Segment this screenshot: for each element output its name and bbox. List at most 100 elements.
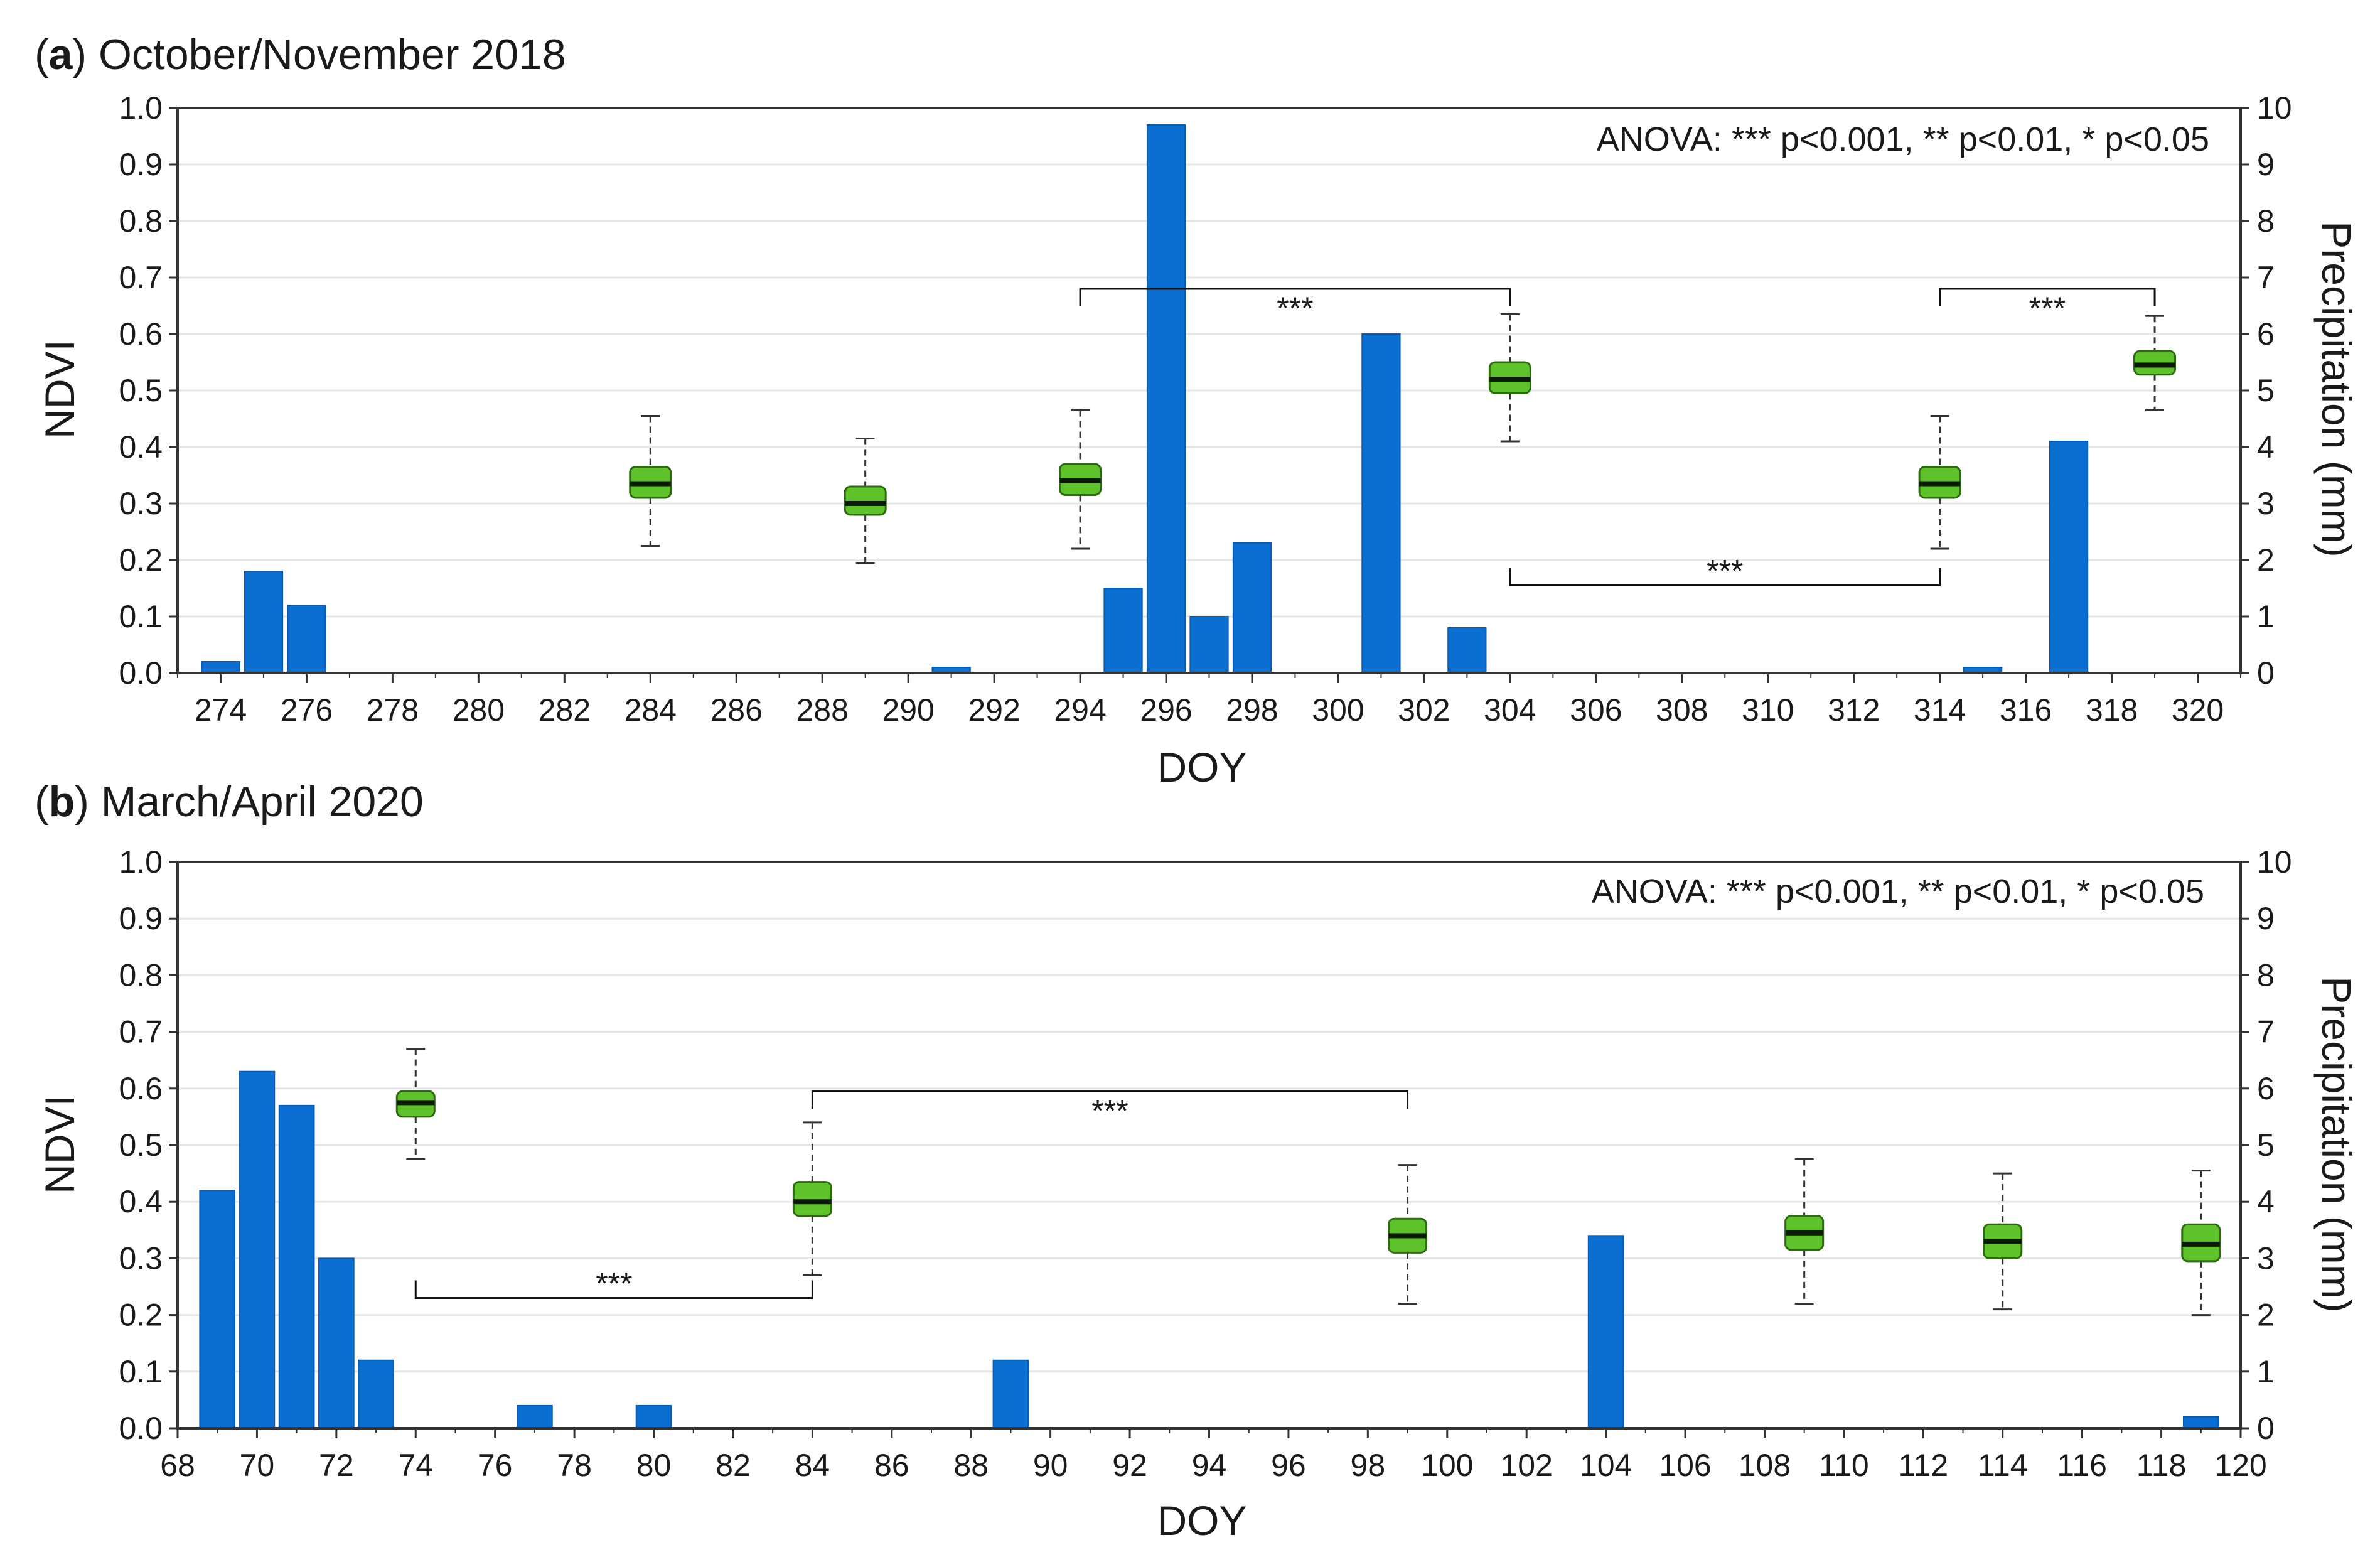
panel-b-ndvi-boxes <box>395 1048 2221 1317</box>
y-left-tick-label: 0.9 <box>119 901 163 936</box>
x-tick-label: 302 <box>1398 692 1450 728</box>
panel-a-left-y-ticks: 0.0 0.1 0.2 0.3 0.4 0.5 0.6 0.7 0.8 0.9 1.0 <box>119 90 178 691</box>
significance-label: *** <box>1277 291 1313 326</box>
x-tick-label: 84 <box>795 1448 830 1483</box>
precip-bar-doy-276 <box>287 605 326 674</box>
x-tick-label: 76 <box>478 1448 513 1483</box>
panel-a-ndvi-boxes <box>629 313 2177 564</box>
x-tick-label: 96 <box>1271 1448 1306 1483</box>
precip-bar-doy-296 <box>1146 124 1186 674</box>
x-tick-label: 304 <box>1484 692 1536 728</box>
y-right-tick-label: 2 <box>2257 1298 2275 1333</box>
x-tick-label: 108 <box>1739 1448 1791 1483</box>
y-right-tick-label: 4 <box>2257 429 2275 465</box>
panel-b-title: (b) March/April 2020 <box>35 778 424 826</box>
panel-b-right-y-ticks: 0 1 2 3 4 5 6 7 8 9 10 <box>2241 844 2292 1446</box>
x-tick-label: 120 <box>2214 1448 2266 1483</box>
precip-bar-doy-104 <box>1587 1235 1624 1429</box>
ndvi-box-doy-84 <box>792 1181 832 1217</box>
x-tick-label: 100 <box>1421 1448 1473 1483</box>
precip-bar-doy-89 <box>992 1359 1029 1430</box>
y-left-tick-label: 0.5 <box>119 373 163 408</box>
y-right-tick-label: 3 <box>2257 486 2275 521</box>
y-right-tick-label: 9 <box>2257 901 2275 936</box>
panel-a-left-y-label: NDVI <box>36 340 83 439</box>
panel-b-left-y-ticks: 0.0 0.1 0.2 0.3 0.4 0.5 0.6 0.7 0.8 0.9 1.0 <box>119 844 178 1446</box>
x-tick-label: 98 <box>1351 1448 1386 1483</box>
precip-bar-doy-303 <box>1447 627 1487 674</box>
panel-b-anova-note: ANOVA: *** p<0.001, ** p<0.01, * p<0.05 <box>1592 873 2204 910</box>
y-left-tick-label: 0.2 <box>119 542 163 578</box>
x-tick-label: 88 <box>953 1448 989 1483</box>
y-left-tick-label: 0.6 <box>119 316 163 352</box>
y-left-tick-label: 0.3 <box>119 1241 163 1276</box>
panel-a: (a) October/November 2018 *** ****** 274 2… <box>35 31 2360 790</box>
y-left-tick-label: 0.1 <box>119 1354 163 1389</box>
ndvi-box-doy-289 <box>844 485 887 516</box>
significance-label: *** <box>2029 291 2066 326</box>
x-tick-label: 292 <box>968 692 1020 728</box>
x-tick-label: 274 <box>195 692 247 728</box>
y-left-tick-label: 0.7 <box>119 1015 163 1050</box>
panel-b-x-label: DOY <box>1157 1497 1246 1544</box>
x-tick-label: 318 <box>2086 692 2138 728</box>
x-tick-label: 102 <box>1500 1448 1552 1483</box>
panel-a-grid <box>178 163 2241 618</box>
panel-b-precip-bars <box>199 1070 2219 1430</box>
y-left-tick-label: 0.8 <box>119 957 163 993</box>
panel-a-significance: *** *** *** <box>1079 288 2156 589</box>
x-tick-label: 118 <box>2136 1448 2187 1483</box>
y-right-tick-label: 0 <box>2257 655 2275 691</box>
significance-label: *** <box>1707 554 1743 589</box>
precip-bar-doy-77 <box>517 1404 553 1429</box>
significance-label: *** <box>1091 1093 1128 1128</box>
x-tick-label: 94 <box>1192 1448 1227 1483</box>
y-right-tick-label: 2 <box>2257 542 2275 578</box>
precip-bar-doy-72 <box>318 1257 355 1430</box>
x-tick-label: 72 <box>319 1448 354 1483</box>
x-tick-label: 278 <box>367 692 419 728</box>
x-tick-label: 86 <box>874 1448 909 1483</box>
y-left-tick-label: 0.7 <box>119 260 163 295</box>
precip-bar-doy-275 <box>244 571 284 674</box>
panel-a-anova-note: ANOVA: *** p<0.001, ** p<0.01, * p<0.05 <box>1597 121 2209 158</box>
y-left-tick-label: 0.0 <box>119 655 163 691</box>
panel-b-significance: *** *** <box>414 1090 1409 1301</box>
precip-bar-doy-317 <box>2049 441 2089 674</box>
panel-b-right-y-label: Precipitation (mm) <box>2313 976 2360 1312</box>
y-right-tick-label: 6 <box>2257 316 2275 352</box>
x-tick-label: 298 <box>1226 692 1278 728</box>
y-right-tick-label: 3 <box>2257 1241 2275 1276</box>
y-right-tick-label: 5 <box>2257 1128 2275 1163</box>
x-tick-label: 70 <box>240 1448 275 1483</box>
x-tick-label: 74 <box>398 1448 433 1483</box>
y-right-tick-label: 0 <box>2257 1411 2275 1446</box>
y-right-tick-label: 6 <box>2257 1071 2275 1106</box>
precip-bar-doy-274 <box>201 661 240 674</box>
x-tick-label: 308 <box>1656 692 1708 728</box>
panel-a-right-y-label: Precipitation (mm) <box>2313 221 2360 557</box>
x-tick-label: 286 <box>710 692 763 728</box>
y-right-tick-label: 1 <box>2257 599 2275 634</box>
x-tick-label: 112 <box>1898 1448 1948 1483</box>
panel-a-x-label: DOY <box>1157 744 1246 790</box>
precip-bar-doy-297 <box>1189 616 1229 674</box>
x-tick-label: 110 <box>1819 1448 1869 1483</box>
x-tick-label: 276 <box>281 692 333 728</box>
y-right-tick-label: 5 <box>2257 373 2275 408</box>
y-right-tick-label: 9 <box>2257 147 2275 182</box>
x-tick-label: 288 <box>796 692 848 728</box>
significance-bracket <box>1079 288 1511 306</box>
y-left-tick-label: 0.4 <box>119 429 163 465</box>
y-left-tick-label: 0.5 <box>119 1128 163 1163</box>
y-right-tick-label: 8 <box>2257 203 2275 239</box>
y-left-tick-label: 0.4 <box>119 1184 163 1219</box>
x-tick-label: 294 <box>1054 692 1106 728</box>
panel-b-grid <box>178 917 2241 1373</box>
precip-bar-doy-80 <box>635 1404 672 1429</box>
precip-bar-doy-119 <box>2182 1416 2219 1429</box>
x-tick-label: 306 <box>1570 692 1622 728</box>
precip-bar-doy-71 <box>278 1104 315 1429</box>
precip-bar-doy-69 <box>199 1190 236 1430</box>
precip-bar-doy-295 <box>1103 588 1143 674</box>
